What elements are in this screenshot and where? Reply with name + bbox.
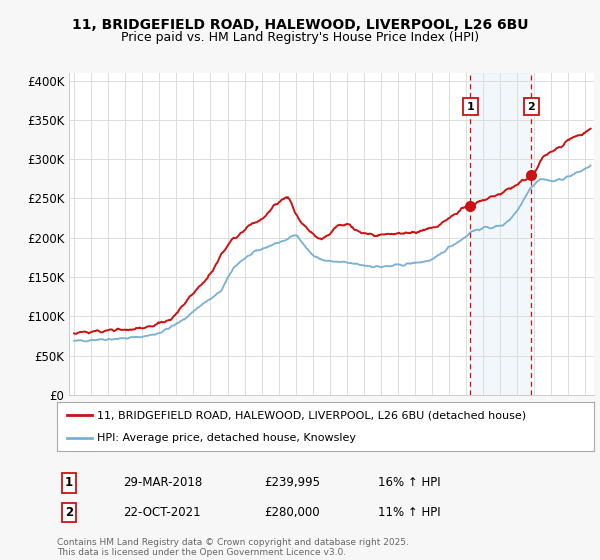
Text: 11, BRIDGEFIELD ROAD, HALEWOOD, LIVERPOOL, L26 6BU: 11, BRIDGEFIELD ROAD, HALEWOOD, LIVERPOO… [72, 18, 528, 32]
Text: 11% ↑ HPI: 11% ↑ HPI [378, 506, 440, 519]
Text: £239,995: £239,995 [264, 476, 320, 489]
Text: 2: 2 [527, 101, 535, 111]
Text: Contains HM Land Registry data © Crown copyright and database right 2025.
This d: Contains HM Land Registry data © Crown c… [57, 538, 409, 557]
Text: 1: 1 [65, 476, 73, 489]
Text: Price paid vs. HM Land Registry's House Price Index (HPI): Price paid vs. HM Land Registry's House … [121, 31, 479, 44]
Bar [470, 73, 532, 395]
Text: 29-MAR-2018: 29-MAR-2018 [123, 476, 202, 489]
Text: £280,000: £280,000 [264, 506, 320, 519]
Text: HPI: Average price, detached house, Knowsley: HPI: Average price, detached house, Know… [97, 433, 356, 443]
Text: 2: 2 [65, 506, 73, 519]
Text: 11, BRIDGEFIELD ROAD, HALEWOOD, LIVERPOOL, L26 6BU (detached house): 11, BRIDGEFIELD ROAD, HALEWOOD, LIVERPOO… [97, 410, 526, 421]
Text: 1: 1 [467, 101, 474, 111]
Text: 22-OCT-2021: 22-OCT-2021 [123, 506, 200, 519]
Text: 16% ↑ HPI: 16% ↑ HPI [378, 476, 440, 489]
